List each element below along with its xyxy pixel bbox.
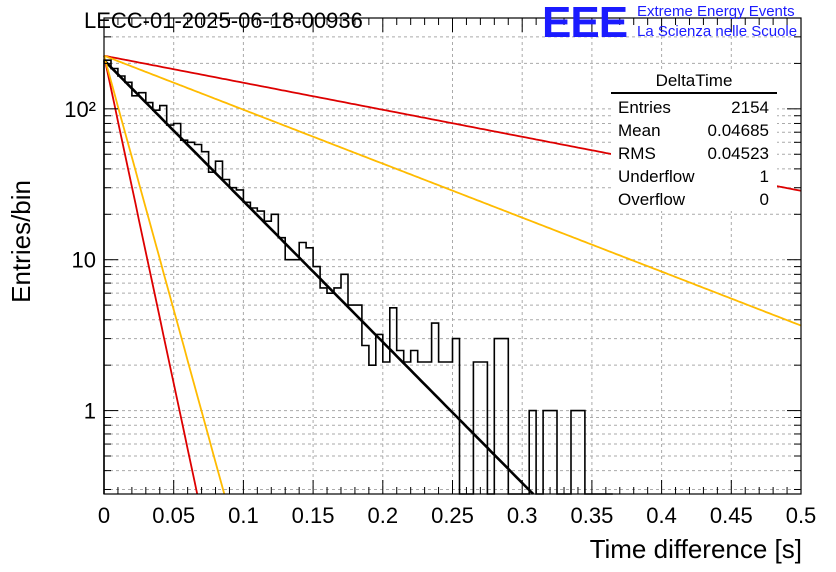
x-tick-label: 0.3 <box>507 503 538 528</box>
fit-curve <box>103 55 199 495</box>
x-tick-label: 0.15 <box>292 503 335 528</box>
x-tick-label: 0.4 <box>646 503 677 528</box>
stats-value: 0 <box>759 190 769 209</box>
stats-box: DeltaTime Entries 2154 Mean 0.04685 RMS … <box>611 71 777 211</box>
stats-label: Entries <box>618 98 671 117</box>
x-tick-label: 0.05 <box>152 503 195 528</box>
x-tick-label: 0.5 <box>786 503 817 528</box>
y-tick-label: 10² <box>64 97 96 122</box>
run-title: LECC-01-2025-06-18-00936 <box>84 8 363 33</box>
histogram-outline <box>103 59 613 495</box>
fit-curve <box>103 54 802 327</box>
stats-row-rms: RMS 0.04523 <box>611 142 777 165</box>
stats-label: Mean <box>618 121 661 140</box>
eee-logo: EEE <box>542 0 628 47</box>
logo-subtitle-line2: La Scienza nelle Scuole <box>637 23 798 40</box>
x-tick-label: 0 <box>98 503 110 528</box>
y-tick-label: 10 <box>72 248 96 273</box>
stats-value: 1 <box>759 167 769 186</box>
stats-label: Overflow <box>618 190 686 209</box>
y-axis-label: Entries/bin <box>6 180 36 303</box>
stats-value: 0.04523 <box>707 144 769 163</box>
stats-title: DeltaTime <box>611 71 777 94</box>
fit-curve <box>103 55 226 495</box>
stats-value: 2154 <box>731 98 769 117</box>
stats-value: 0.04685 <box>707 121 769 140</box>
stats-row-underflow: Underflow 1 <box>611 165 777 188</box>
histogram-bins <box>103 59 613 495</box>
y-tick-label: 1 <box>84 399 96 424</box>
x-tick-label: 0.45 <box>710 503 753 528</box>
logo-subtitle-line1: Extreme Energy Events <box>637 3 795 20</box>
x-tick-label: 0.2 <box>368 503 399 528</box>
x-axis-label: Time difference [s] <box>589 534 802 564</box>
stats-row-mean: Mean 0.04685 <box>611 119 777 142</box>
x-tick-label: 0.25 <box>431 503 474 528</box>
x-tick-label: 0.35 <box>570 503 613 528</box>
stats-row-overflow: Overflow 0 <box>611 188 777 211</box>
x-tick-label: 0.1 <box>228 503 259 528</box>
stats-row-entries: Entries 2154 <box>611 96 777 119</box>
stats-label: RMS <box>618 144 656 163</box>
axis-ticks: 0 0.05 0.1 0.15 0.2 0.25 0.3 0.35 0.4 0.45 0.51101… <box>64 17 817 528</box>
stats-label: Underflow <box>618 167 695 186</box>
